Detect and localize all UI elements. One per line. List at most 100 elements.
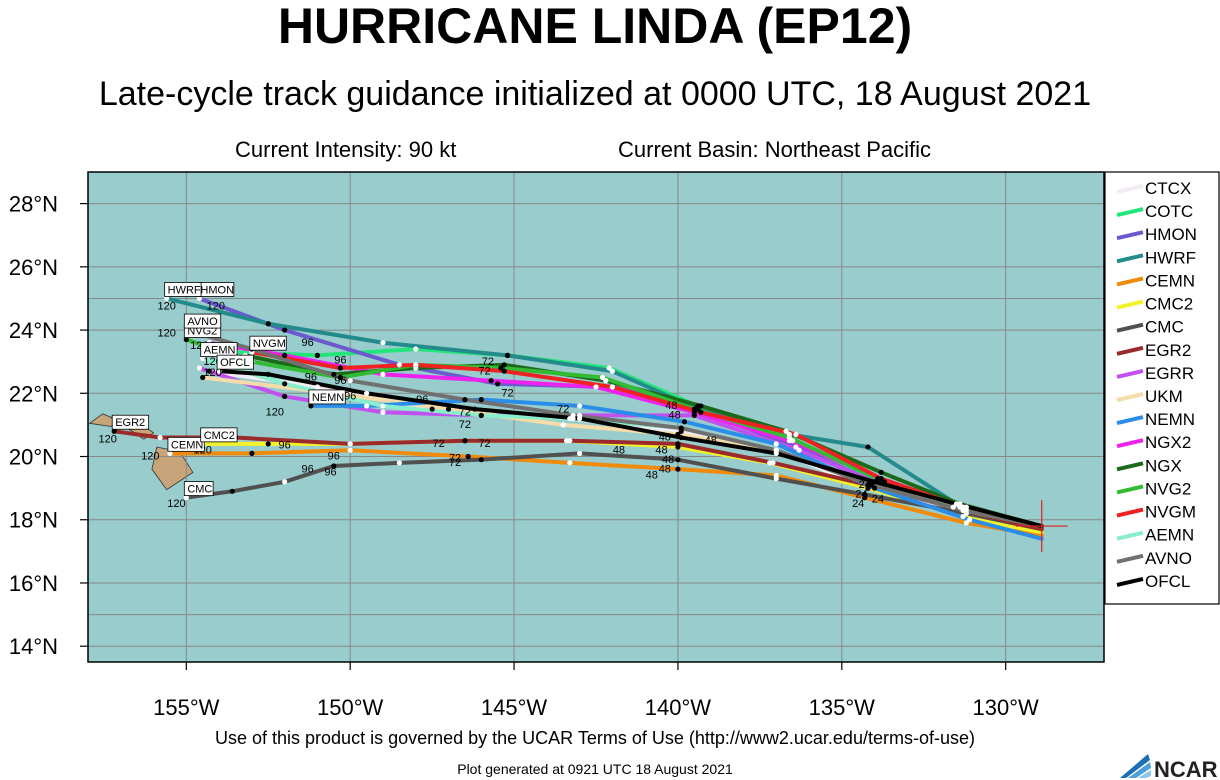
track-point-hwrf-5: [609, 368, 615, 374]
track-line-ofcl: [217, 369, 1044, 529]
track-point-ctcx-8: [206, 368, 212, 374]
track-point-ngx-2: [878, 469, 884, 475]
track-point-cmc-8: [331, 463, 337, 469]
legend-label-egrr: EGRR: [1145, 364, 1194, 383]
model-label-nvgm: NVGM: [253, 338, 286, 350]
track-point-egr2-5: [567, 438, 573, 444]
forecast-hour-label-17: 96: [279, 440, 291, 452]
ncar-logo: NCAR: [1120, 754, 1218, 780]
model-label-nvg2: NVG2: [187, 326, 217, 338]
track-point-cemn-5: [567, 460, 573, 466]
track-point-hmon-9: [196, 295, 203, 302]
legend-swatch-hmon: [1116, 230, 1144, 241]
track-point-nemn-1: [967, 517, 973, 523]
forecast-hour-label-41: 24: [855, 489, 867, 501]
track-point-cemn-9: [167, 450, 173, 456]
legend-label-cotc: COTC: [1145, 202, 1193, 221]
track-point-cemn-7: [347, 447, 353, 453]
track-point-egr2-4: [675, 441, 681, 447]
track-point-nvg2-10: [183, 336, 189, 343]
track-point-ngx2-7: [380, 371, 386, 377]
track-point-aemn-8: [282, 381, 288, 387]
track-point-ukm-4: [675, 431, 681, 437]
legend-box: [1104, 171, 1220, 605]
model-label-ofcl: OFCL: [220, 357, 249, 369]
track-line-cmc: [184, 451, 1044, 532]
legend-label-avno: AVNO: [1145, 549, 1192, 568]
model-label-aemn: AEMN: [204, 345, 236, 357]
track-point-nvgm-7: [413, 362, 419, 368]
y-tick-label-4: 22°N: [9, 381, 58, 406]
forecast-hour-label-31: 48: [665, 400, 677, 412]
x-tick-label-2: 145°W: [481, 695, 548, 720]
track-point-egr2-6: [462, 438, 468, 444]
forecast-hour-label-14: 96: [334, 375, 346, 387]
track-point-ngx2-6: [488, 378, 494, 384]
track-line-hwrf: [164, 296, 1044, 529]
track-point-cmc-11: [183, 495, 189, 501]
track-point-cmc-6: [478, 457, 484, 463]
forecast-hour-label-40: 24: [859, 479, 871, 491]
track-point-ngx2-8: [282, 352, 288, 358]
track-point-ctcx-6: [429, 406, 435, 412]
track-point-egrr-7: [380, 409, 386, 415]
legend-swatch-nvgm: [1116, 507, 1144, 518]
forecast-hour-label-42: 24: [852, 498, 864, 510]
forecast-hour-label-32: 48: [669, 410, 681, 422]
track-point-avno-7: [347, 378, 353, 384]
x-tick-label-5: 130°W: [973, 695, 1040, 720]
track-point-hmon-1: [950, 504, 956, 510]
track-point-cemn-1: [963, 520, 969, 526]
track-point-cmc-7: [396, 460, 402, 466]
track-point-ofcl-3: [773, 450, 779, 456]
track-point-hwrf-9: [164, 295, 170, 302]
track-point-hwrf-2: [865, 444, 871, 450]
svg-text:NCAR: NCAR: [1154, 757, 1218, 780]
track-point-cemn-8: [249, 450, 255, 456]
track-point-nvg2-6: [498, 365, 504, 371]
track-point-egr2-7: [347, 441, 353, 447]
track-point-cmc-10: [229, 488, 235, 494]
model-label-cmc2: CMC2: [204, 430, 235, 442]
legend-label-cmc: CMC: [1145, 318, 1184, 337]
track-point-ngx-4: [698, 403, 704, 409]
legend-swatch-cmc2: [1116, 299, 1144, 310]
track-point-egr2-3: [770, 460, 776, 466]
legend-label-ukm: UKM: [1145, 387, 1183, 406]
track-point-ngx-3: [783, 428, 789, 434]
track-point-hmon-7: [396, 362, 402, 368]
forecast-hour-label-13: 96: [305, 372, 317, 384]
track-point-nvg2-5: [599, 374, 606, 381]
forecast-hour-label-27: 72: [433, 438, 445, 450]
track-point-nvgm-8: [337, 365, 343, 371]
legend-swatch-aemn: [1116, 530, 1144, 541]
model-box-hwrf: [164, 282, 202, 297]
forecast-hour-label-43: 24: [872, 493, 884, 505]
forecast-hour-label-24: 72: [459, 406, 471, 418]
plot-area: 1201201201201201201201201201201209696969…: [88, 172, 1104, 662]
model-label-cemn: CEMN: [171, 439, 203, 451]
forecast-hour-label-8: 120: [141, 451, 159, 463]
forecast-hour-label-23: 72: [501, 387, 513, 399]
model-box-avno: [183, 313, 222, 329]
current-intensity-label: Current Intensity: 90 kt: [235, 137, 457, 162]
forecast-hour-label-6: 120: [266, 406, 284, 418]
y-tick-label-0: 14°N: [9, 634, 58, 659]
track-point-ofcl-5: [577, 415, 583, 422]
model-box-cmc: [183, 481, 214, 497]
legend-label-nemn: NEMN: [1145, 410, 1195, 429]
model-label-nemn: NEMN: [312, 392, 344, 404]
track-point-ofcl-7: [363, 390, 370, 396]
track-point-ukm-5: [560, 422, 566, 428]
track-point-nemn-3: [773, 441, 779, 447]
forecast-hour-label-35: 48: [655, 444, 667, 456]
legend-swatch-avno: [1116, 553, 1144, 564]
forecast-hour-label-7: 120: [98, 433, 116, 445]
model-box-ofcl: [216, 354, 254, 370]
track-point-nvgm-4: [698, 409, 704, 415]
track-point-cemn-4: [675, 466, 681, 472]
track-point-cmc-9: [282, 479, 288, 485]
track-point-ofcl-8: [265, 371, 271, 377]
forecast-hour-label-29: 72: [449, 452, 461, 464]
terms-of-use-text[interactable]: Use of this product is governed by the U…: [215, 728, 975, 748]
